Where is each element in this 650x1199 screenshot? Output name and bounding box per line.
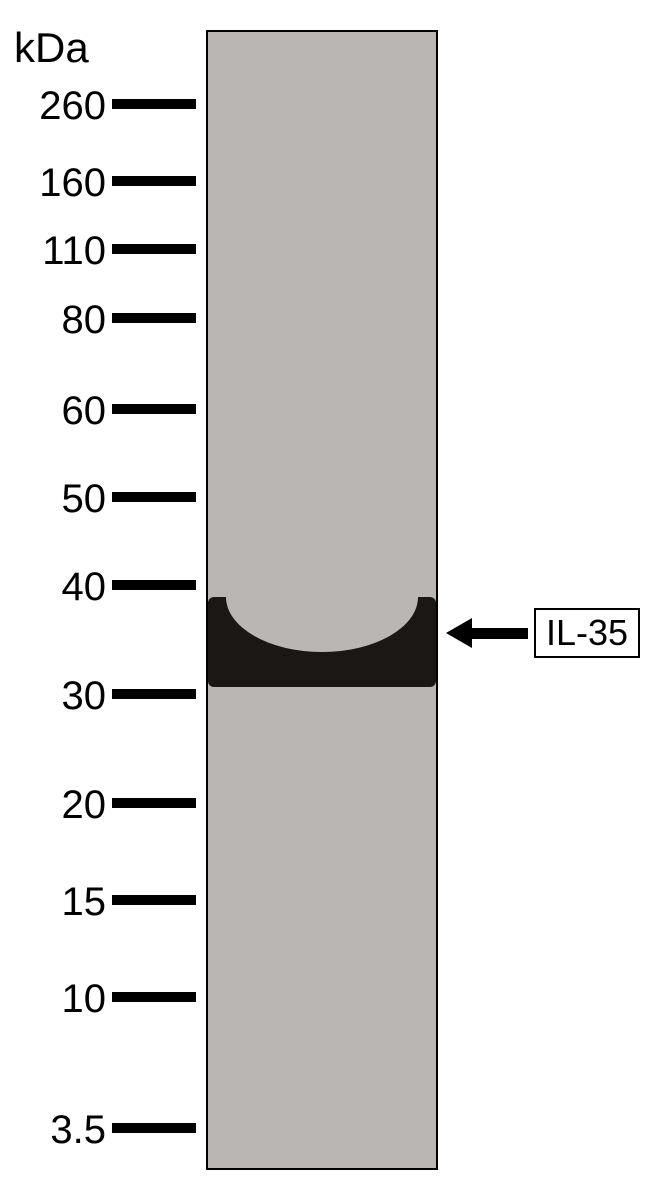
ladder-tick (112, 895, 196, 905)
ladder-tick (112, 404, 196, 414)
ladder-tick (112, 313, 196, 323)
annotation-arrow-shaft (470, 628, 528, 639)
ladder-tick (112, 580, 196, 590)
axis-unit-label: kDa (14, 24, 89, 72)
blot-lane (206, 30, 438, 1170)
western-blot-figure: kDa 260 160 110 80 60 50 40 30 20 15 10 … (0, 0, 650, 1199)
annotation-arrow-head-icon (446, 618, 472, 648)
ladder-tick (112, 689, 196, 699)
ladder-label-260: 260 (39, 84, 106, 129)
annotation-label-box: IL-35 (534, 608, 640, 658)
ladder-tick (112, 244, 196, 254)
ladder-tick (112, 176, 196, 186)
ladder-label-160: 160 (39, 161, 106, 206)
ladder-label-60: 60 (62, 389, 107, 434)
band-concave-top (226, 542, 418, 652)
ladder-label-50: 50 (62, 477, 107, 522)
ladder-label-80: 80 (62, 298, 107, 343)
ladder-label-20: 20 (62, 783, 107, 828)
ladder-tick (112, 992, 196, 1002)
ladder-label-3-5: 3.5 (50, 1108, 106, 1153)
ladder-tick (112, 798, 196, 808)
ladder-tick (112, 1123, 196, 1133)
ladder-label-10: 10 (62, 977, 107, 1022)
ladder-label-15: 15 (62, 880, 107, 925)
ladder-tick (112, 492, 196, 502)
ladder-tick (112, 99, 196, 109)
ladder-label-110: 110 (42, 229, 106, 274)
ladder-label-40: 40 (62, 565, 107, 610)
ladder-label-30: 30 (62, 674, 107, 719)
annotation-label-text: IL-35 (546, 612, 628, 653)
